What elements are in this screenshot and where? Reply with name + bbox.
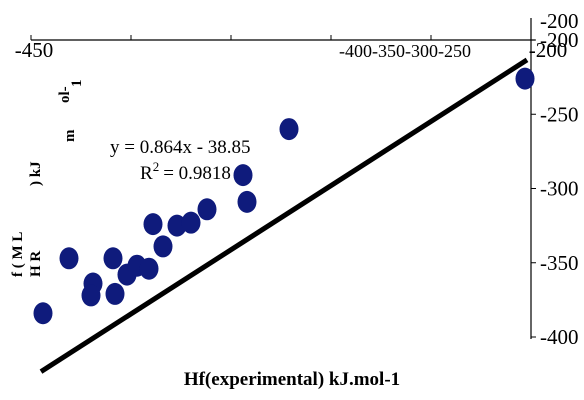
- y-label-line-4: m: [62, 129, 78, 142]
- trendline: [41, 60, 527, 372]
- data-point: [154, 235, 173, 257]
- data-point: [238, 191, 257, 213]
- x-axis-label: Hf(experimental) kJ.mol-1: [184, 369, 400, 390]
- y-tick-label: -400: [540, 325, 579, 349]
- data-point: [106, 283, 125, 305]
- y-label-line-3: ) kJ: [28, 161, 44, 186]
- data-point: [182, 212, 201, 234]
- y-label-line-6: 1: [69, 80, 85, 88]
- trendline-equation: y = 0.864x - 38.85: [110, 137, 251, 158]
- trendline-group: [41, 60, 527, 372]
- data-point: [34, 302, 53, 324]
- y-label-line-2: H R: [28, 251, 44, 277]
- data-point: [82, 284, 101, 306]
- top-right-label: -200: [540, 9, 579, 33]
- y-label-line-5: ol-: [57, 86, 73, 103]
- x-tick-label: -450: [15, 38, 54, 62]
- data-point: [60, 247, 79, 269]
- r-squared-symbol: R: [140, 163, 153, 184]
- data-point: [104, 247, 123, 269]
- y-tick-label: -300: [540, 177, 579, 201]
- x-tick-label: -400-350-300-250: [339, 41, 471, 61]
- y-label-line-1: f ( M L: [10, 232, 26, 277]
- data-point: [198, 198, 217, 220]
- data-point: [234, 164, 253, 186]
- y-axis-label: f ( M L H R ) kJ m ol- 1: [10, 80, 85, 278]
- r-squared: R2 = 0.9818: [140, 159, 231, 184]
- data-point: [144, 213, 163, 235]
- r-squared-value: = 0.9818: [163, 163, 231, 184]
- r-squared-superscript: 2: [153, 159, 160, 174]
- data-point: [280, 118, 299, 140]
- data-point: [140, 258, 159, 280]
- data-point: [516, 68, 535, 90]
- y-tick-label: -250: [540, 102, 579, 126]
- y-tick-label: -350: [540, 251, 579, 275]
